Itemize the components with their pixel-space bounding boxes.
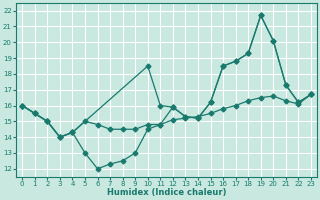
X-axis label: Humidex (Indice chaleur): Humidex (Indice chaleur): [107, 188, 226, 197]
